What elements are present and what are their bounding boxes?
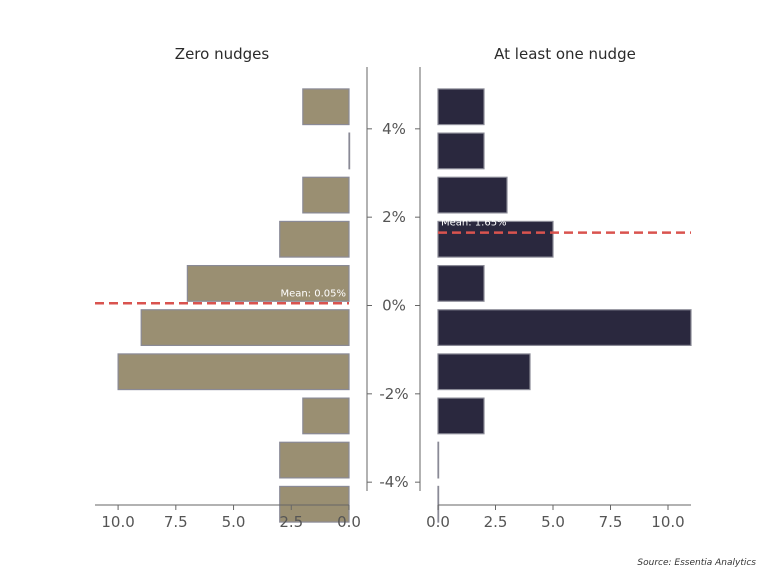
histogram-bar xyxy=(437,309,692,347)
x-tick-label: 7.5 xyxy=(164,513,188,531)
y-tick-label: 2% xyxy=(382,208,406,226)
panel-title: At least one nudge xyxy=(494,45,636,63)
source-note: Source: Essentia Analytics xyxy=(637,558,756,568)
y-tick-label: 4% xyxy=(382,120,406,138)
x-tick-label: 10.0 xyxy=(101,513,134,531)
x-tick-label: 0.0 xyxy=(337,513,361,531)
y-tick-label: -2% xyxy=(379,385,408,403)
histogram-bar xyxy=(302,88,350,126)
y-tick-label: -4% xyxy=(379,473,408,491)
histogram-bar xyxy=(279,441,350,479)
histogram-bar xyxy=(348,132,351,170)
histogram-bar xyxy=(437,485,440,523)
mean-label: Mean: 1.65% xyxy=(441,218,507,229)
x-tick-label: 2.5 xyxy=(279,513,303,531)
histogram-bar xyxy=(302,176,350,214)
histogram-bar xyxy=(437,397,485,435)
histogram-bar xyxy=(437,132,485,170)
histogram-bar xyxy=(437,220,554,258)
x-tick-label: 7.5 xyxy=(599,513,623,531)
mean-label: Mean: 0.05% xyxy=(280,288,346,299)
x-tick-label: 2.5 xyxy=(484,513,508,531)
histogram-bar xyxy=(437,441,440,479)
x-tick-label: 10.0 xyxy=(651,513,684,531)
x-tick-label: 0.0 xyxy=(426,513,450,531)
histogram-bar xyxy=(186,264,350,302)
x-tick-label: 5.0 xyxy=(541,513,565,531)
histogram-bar xyxy=(437,264,485,302)
histogram-bar xyxy=(279,485,350,523)
histogram-bar xyxy=(437,353,531,391)
panel-title: Zero nudges xyxy=(175,45,270,63)
histogram-bar xyxy=(302,397,350,435)
histogram-bar xyxy=(279,220,350,258)
histogram-bar xyxy=(437,88,485,126)
histogram-bar xyxy=(117,353,350,391)
histogram-bar xyxy=(437,176,508,214)
x-tick-label: 5.0 xyxy=(222,513,246,531)
y-tick-label: 0% xyxy=(382,297,406,315)
histogram-bar xyxy=(140,309,350,347)
